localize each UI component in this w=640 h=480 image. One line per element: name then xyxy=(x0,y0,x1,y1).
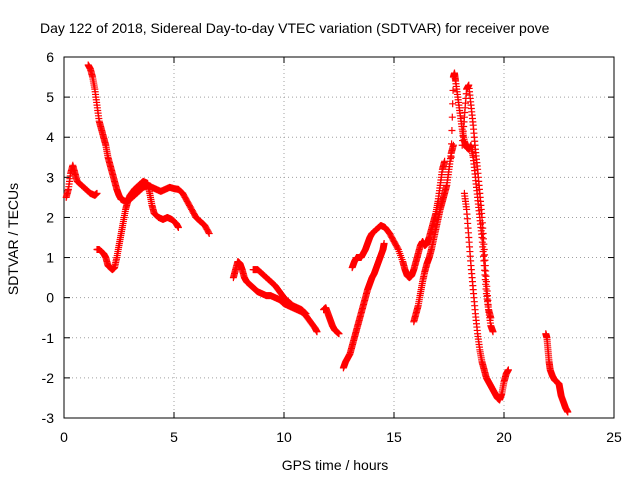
data-point xyxy=(380,240,388,248)
x-tick-label: 15 xyxy=(386,429,402,445)
data-point xyxy=(504,366,512,374)
y-tick-label: -3 xyxy=(42,410,55,426)
data-point xyxy=(174,223,182,231)
y-axis-title: SDTVAR / TECUs xyxy=(5,183,21,295)
data-point xyxy=(489,328,497,336)
y-tick-label: 6 xyxy=(46,49,54,65)
data-point xyxy=(335,330,343,338)
x-tick-label: 5 xyxy=(170,429,178,445)
y-tick-label: 5 xyxy=(46,89,54,105)
y-tick-label: 3 xyxy=(46,169,54,185)
data-point xyxy=(449,86,457,94)
data-point xyxy=(448,113,456,121)
data-point xyxy=(205,229,213,237)
data-point xyxy=(564,408,572,416)
chart-title: Day 122 of 2018, Sidereal Day-to-day VTE… xyxy=(40,20,550,36)
x-tick-label: 10 xyxy=(276,429,292,445)
x-axis-title: GPS time / hours xyxy=(282,457,389,473)
data-point xyxy=(449,100,457,108)
data-point xyxy=(448,127,456,135)
plot-grid xyxy=(64,57,614,418)
y-tick-label: 4 xyxy=(46,129,54,145)
y-tick-label: 2 xyxy=(46,209,54,225)
data-point xyxy=(204,228,212,236)
axis-ticks: 0 5 10 15 20 25 -3 -2 -1 0 1 2 3 4 5 6 xyxy=(42,49,622,445)
data-point xyxy=(448,140,456,148)
data-point xyxy=(301,309,309,317)
data-point xyxy=(93,189,101,197)
data-point xyxy=(447,153,455,161)
x-tick-label: 20 xyxy=(496,429,512,445)
data-points xyxy=(62,61,572,416)
data-point xyxy=(301,308,309,316)
y-tick-label: 1 xyxy=(46,250,54,266)
data-point xyxy=(313,328,321,336)
y-tick-label: -2 xyxy=(42,370,55,386)
x-tick-label: 0 xyxy=(60,429,68,445)
y-tick-label: 0 xyxy=(46,290,54,306)
data-point xyxy=(302,310,310,318)
x-tick-label: 25 xyxy=(606,429,622,445)
plot-frame xyxy=(63,56,615,419)
data-point xyxy=(394,244,402,252)
y-tick-label: -1 xyxy=(42,330,55,346)
